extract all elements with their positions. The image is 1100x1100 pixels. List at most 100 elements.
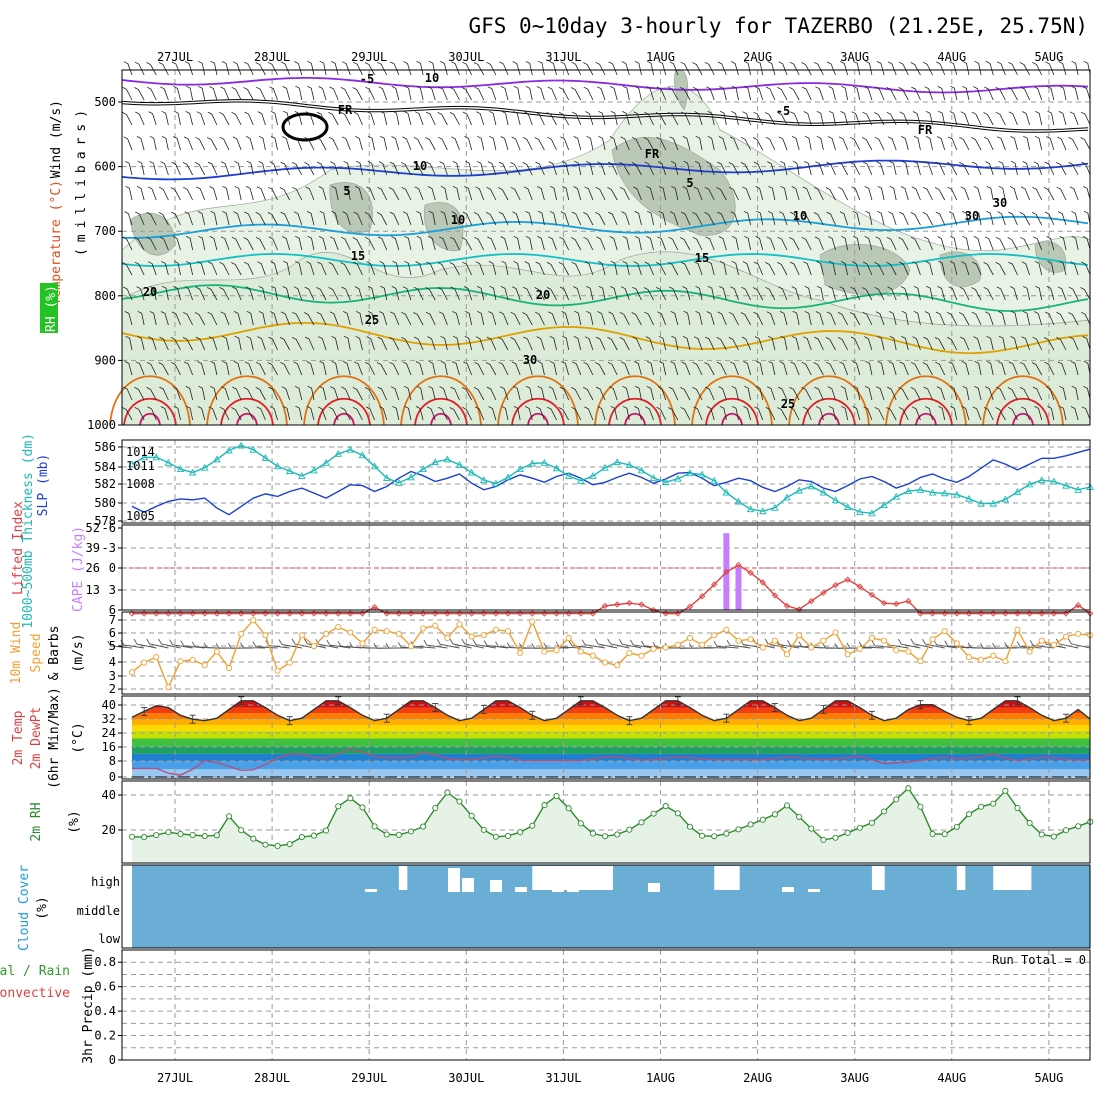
wind-barb (282, 86, 291, 101)
wind-barb (535, 111, 545, 126)
wind-barb (246, 160, 254, 176)
date-label-top: 30JUL (448, 50, 484, 64)
wind-barb (439, 386, 448, 401)
wind-barb (609, 386, 618, 401)
rh-point (468, 812, 475, 819)
wind-barb (826, 361, 836, 376)
wind-barb (498, 361, 509, 376)
wind-barb (849, 312, 861, 326)
contour-label: -5 (776, 104, 790, 118)
wind-barb (862, 137, 873, 151)
contour-30 (885, 375, 967, 426)
rh-point (298, 834, 305, 841)
wind-barb (631, 136, 642, 151)
wind-barb (667, 407, 679, 421)
wind-barb (317, 406, 327, 421)
wind-barb (1019, 62, 1030, 76)
wind-barb (901, 136, 909, 151)
contour-freezing-inner (121, 100, 1089, 132)
wind-speed-point (177, 658, 184, 665)
wind-barb (632, 286, 642, 301)
rh-point (323, 827, 330, 834)
wind-speed-point (504, 628, 512, 635)
wind-barb (901, 336, 909, 351)
wind-speed-point (517, 649, 524, 657)
wind-barb (935, 361, 946, 376)
wind-barb (754, 336, 764, 351)
wind-barb (197, 361, 206, 376)
wind-barb (511, 286, 521, 301)
wind-barb (244, 111, 254, 126)
lifted-index-point (492, 610, 500, 617)
wind-axis-label: Wind (m/s) (49, 100, 64, 178)
wind-barb (789, 406, 800, 421)
temperature-series (131, 696, 1091, 778)
wind-barb (959, 162, 970, 176)
wind-barb (801, 236, 812, 251)
wind-barb (558, 407, 570, 421)
wind-barb (571, 387, 582, 401)
slp-point (273, 462, 282, 470)
wind-barb (659, 185, 667, 201)
wind-barb (680, 87, 691, 101)
wind-barb (389, 211, 400, 226)
wind-barb (828, 236, 836, 251)
wind-barb (244, 211, 254, 226)
minmax-marker (1063, 713, 1070, 723)
wind-barb (934, 187, 946, 201)
wind-barb (416, 210, 424, 226)
wind-barb (171, 161, 181, 176)
wind-barb (815, 406, 824, 421)
contour-label: 10 (425, 71, 439, 85)
wind-barb (161, 285, 169, 301)
wind-barb (766, 236, 776, 251)
slp-point (128, 460, 136, 468)
wind-barb (328, 287, 339, 301)
rh-point (796, 813, 803, 820)
contour-label: 20 (143, 285, 157, 299)
wind-barb (898, 87, 909, 101)
wind-barb (852, 406, 861, 421)
wind-barb (706, 406, 715, 421)
wind-barb (913, 310, 921, 326)
wind-barb (583, 86, 594, 101)
wind-barb (864, 385, 873, 401)
cloud-gap (871, 866, 885, 890)
wind-barb (974, 210, 982, 226)
lifted-index-point (128, 610, 136, 617)
wind-barb (413, 286, 424, 301)
rh-point (444, 789, 451, 796)
wind-speed-point (723, 626, 730, 633)
wind-barb (864, 336, 873, 351)
slp-point (322, 458, 330, 466)
wind-barb (270, 261, 278, 276)
lifted-index-series (128, 561, 1094, 617)
slp-point (334, 449, 342, 457)
wind-barb (668, 87, 679, 101)
wind-barb-10m (326, 639, 351, 649)
wind-barb (534, 287, 545, 301)
wind-barb (778, 61, 788, 76)
lifted-index-point (832, 582, 839, 589)
wind-barb (462, 211, 473, 226)
wind-barb (231, 86, 242, 101)
contour-label: 30 (993, 196, 1007, 210)
wind-barb-10m (897, 638, 921, 649)
wind-barb (267, 61, 278, 76)
date-label-bottom: 1AUG (646, 1071, 675, 1085)
wind-barb (1083, 385, 1091, 401)
wind-barb (1059, 85, 1067, 101)
wind-barb (789, 87, 800, 101)
wind-barb (486, 386, 497, 401)
wind-barb (340, 236, 351, 251)
slp-point (467, 468, 476, 476)
lifted-index-point (953, 610, 960, 617)
wind-barb (246, 310, 254, 326)
wind-barb (947, 337, 958, 351)
wind-barb (948, 361, 958, 376)
wind-barb (415, 406, 424, 421)
lifted-index-point (674, 610, 681, 617)
wind-barb (743, 210, 752, 226)
cloud-cover-gaps (365, 866, 1032, 892)
